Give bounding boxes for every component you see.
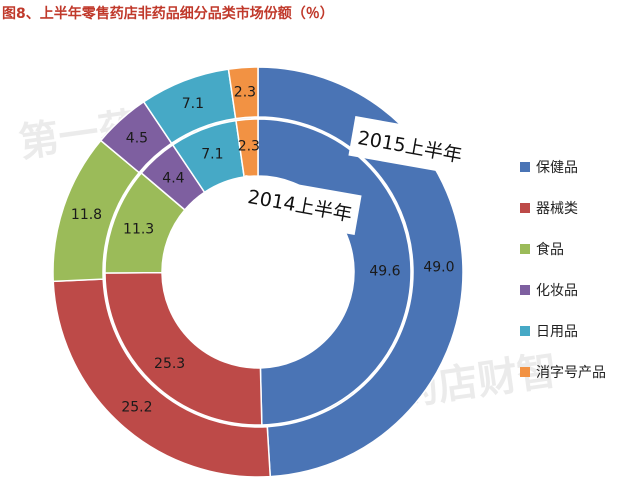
outer-ring-2015 bbox=[52, 66, 464, 478]
legend-swatch-devices bbox=[520, 203, 530, 213]
inner-label-cosmetics: 4.4 bbox=[162, 170, 184, 186]
inner-label-food: 11.3 bbox=[123, 222, 154, 238]
legend-label-health-products: 保健品 bbox=[536, 160, 578, 176]
inner-label-devices: 25.3 bbox=[154, 356, 185, 372]
legend-swatch-daily-use bbox=[520, 326, 530, 336]
legend-item-food: 食品 bbox=[520, 239, 638, 259]
legend-swatch-disinfectant-products bbox=[520, 367, 530, 377]
outer-label-food: 11.8 bbox=[71, 207, 102, 223]
outer-label-health-products: 49.0 bbox=[423, 260, 454, 276]
inner-ring-2014 bbox=[104, 118, 412, 426]
legend-label-food: 食品 bbox=[536, 242, 564, 258]
chart-title: 图8、上半年零售药店非药品细分品类市场份额（％） bbox=[2, 6, 334, 22]
legend-swatch-food bbox=[520, 244, 530, 254]
outer-label-daily-use: 7.1 bbox=[182, 96, 204, 112]
legend-item-health-products: 保健品 bbox=[520, 157, 638, 177]
legend-label-disinfectant-products: 消字号产品 bbox=[536, 365, 606, 381]
legend: 保健品器械类食品化妆品日用品消字号产品 bbox=[520, 157, 638, 403]
legend-item-disinfectant-products: 消字号产品 bbox=[520, 362, 638, 382]
outer-slice-disinfectant-products bbox=[227, 66, 259, 120]
legend-item-devices: 器械类 bbox=[520, 198, 638, 218]
legend-swatch-health-products bbox=[520, 162, 530, 172]
callout-2014-box bbox=[238, 175, 362, 235]
inner-label-disinfectant-products: 2.3 bbox=[238, 138, 260, 154]
outer-label-cosmetics: 4.5 bbox=[126, 130, 148, 146]
inner-slice-devices bbox=[104, 271, 263, 426]
callout-2015: 2015上半年 bbox=[348, 116, 472, 176]
data-labels: 49.0 25.2 11.8 4.5 7.1 2.3 49.6 25.3 11.3 4.4 7.1 2… bbox=[71, 84, 455, 415]
legend-label-devices: 器械类 bbox=[536, 201, 578, 217]
outer-label-devices: 25.2 bbox=[121, 400, 152, 416]
callout-2015-box bbox=[348, 116, 472, 176]
inner-label-daily-use: 7.1 bbox=[201, 146, 223, 162]
callout-2014: 2014上半年 bbox=[238, 175, 362, 235]
legend-swatch-cosmetics bbox=[520, 285, 530, 295]
outer-label-disinfectant-products: 2.3 bbox=[234, 84, 256, 100]
inner-label-health-products: 49.6 bbox=[369, 263, 400, 279]
legend-item-daily-use: 日用品 bbox=[520, 321, 638, 341]
legend-label-daily-use: 日用品 bbox=[536, 324, 578, 340]
legend-item-cosmetics: 化妆品 bbox=[520, 280, 638, 300]
legend-label-cosmetics: 化妆品 bbox=[536, 283, 578, 299]
